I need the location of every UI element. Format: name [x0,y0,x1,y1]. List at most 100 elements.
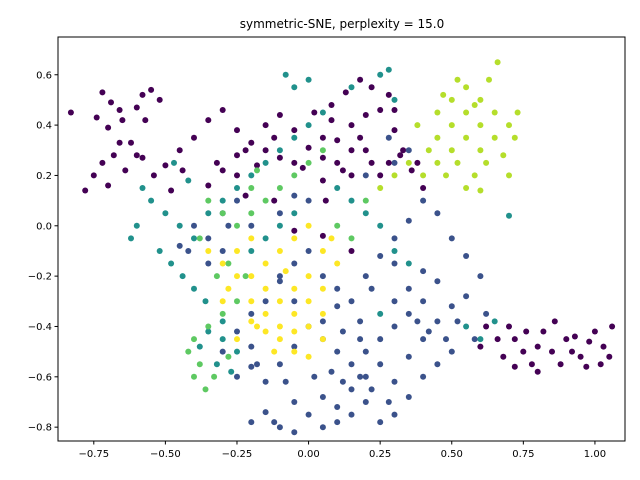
scatter-point [205,323,212,330]
scatter-point [491,134,498,141]
scatter-point [248,273,255,280]
scatter-point [305,197,312,204]
scatter-point [291,159,298,166]
scatter-point [234,348,240,355]
y-tick-label: −0.2 [28,272,52,283]
scatter-point [319,147,326,154]
scatter-point [477,273,484,280]
scatter-point [319,232,326,239]
scatter-point [191,336,197,343]
scatter-point [391,411,398,418]
scatter-point [225,260,232,267]
scatter-point [362,273,369,280]
scatter-point [191,222,197,229]
scatter-point [385,134,392,141]
scatter-point [334,137,341,144]
scatter-point [463,109,470,116]
scatter-point [139,185,146,191]
scatter-point [328,102,335,108]
scatter-point [171,159,177,166]
scatter-point [328,235,335,242]
scatter-point [443,172,449,179]
scatter-point [506,212,512,219]
scatter-point [440,91,447,98]
scatter-point [408,167,415,174]
x-tick-label: −0.75 [78,449,109,460]
scatter-point [420,172,427,179]
scatter-point [348,411,355,418]
scatter-point [219,298,226,305]
scatter-point [133,152,140,159]
scatter-point [228,368,235,375]
scatter-point [319,248,326,254]
scatter-point [523,328,530,335]
scatter-point [234,328,240,335]
scatter-point [391,159,398,166]
scatter-point [282,71,289,78]
scatter-point [414,318,421,325]
scatter-point [110,152,117,159]
scatter-point [248,318,255,325]
scatter-point [276,185,283,191]
scatter-point [139,91,146,98]
scatter-point [116,107,123,113]
scatter-point [377,172,384,179]
scatter-point [357,373,364,380]
x-tick-label: 0.00 [297,449,319,460]
scatter-point [128,235,134,242]
scatter-point [291,348,298,355]
y-tick-label: 0.0 [36,221,52,232]
scatter-point [108,99,114,106]
scatter-point [514,109,521,116]
scatter-point [82,187,89,194]
scatter-point [591,328,598,335]
scatter-point [348,361,355,368]
scatter-point [305,122,312,129]
scatter-point [262,260,269,267]
scatter-point [334,185,341,191]
scatter-point [234,127,240,134]
scatter-point [368,159,375,166]
scatter-point [234,185,240,191]
scatter-point [377,71,384,78]
scatter-point [179,273,186,280]
scatter-point [571,333,578,340]
scatter-point [377,419,384,426]
scatter-point [494,336,501,343]
scatter-point [483,159,490,166]
scatter-point [448,348,455,355]
scatter-point [271,348,278,355]
scatter-point [168,260,175,267]
scatter-point [348,147,355,154]
scatter-point [234,248,240,254]
scatter-point [463,134,470,141]
scatter-point [305,144,312,151]
scatter-point [248,298,255,305]
scatter-point [196,361,203,368]
scatter-point [116,139,123,146]
y-tick-label: 0.2 [36,171,52,182]
scatter-point [262,409,269,416]
scatter-point [305,248,312,254]
scatter-point [119,117,126,124]
scatter-point [569,348,575,355]
scatter-point [150,172,157,179]
scatter-point [291,260,298,267]
scatter-point [262,298,269,305]
scatter-point [405,353,412,360]
y-axis: −0.8 −0.6 −0.4 −0.2 0.0 0.2 0.4 0.6 [28,70,58,434]
scatter-point [142,117,149,124]
scatter-point [148,197,155,204]
scatter-point [248,419,255,426]
y-tick-label: −0.8 [28,423,52,434]
scatter-point [463,185,470,191]
scatter-point [506,323,512,330]
scatter-point [357,134,364,141]
scatter-point [500,152,507,159]
scatter-point [105,182,112,189]
scatter-point [357,336,364,343]
x-tick-label: −0.50 [150,449,181,460]
scatter-point [586,338,593,345]
scatter-point [219,248,226,254]
scatter-point [319,336,326,343]
